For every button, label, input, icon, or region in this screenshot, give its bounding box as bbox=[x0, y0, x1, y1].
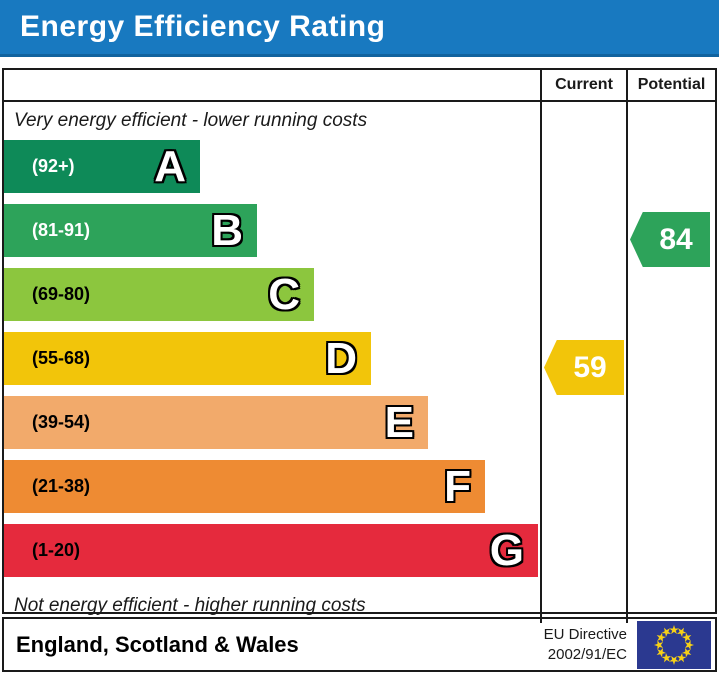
band-e-letter: E bbox=[384, 397, 414, 447]
band-a-bar: (92+) A bbox=[4, 140, 200, 193]
footer-region: England, Scotland & Wales bbox=[16, 631, 299, 657]
footer-bar: England, Scotland & Wales EU Directive 2… bbox=[2, 617, 717, 672]
band-g-range: (1-20) bbox=[32, 540, 81, 560]
band-d: (55-68) D bbox=[4, 332, 540, 385]
current-column: 59 bbox=[540, 102, 626, 623]
eu-directive-line2: 2002/91/EC bbox=[547, 645, 627, 663]
header-potential: Potential bbox=[626, 70, 715, 102]
header-empty-cell bbox=[4, 70, 540, 102]
band-f-bar: (21-38) F bbox=[4, 460, 485, 513]
page-title: Energy Efficiency Rating bbox=[20, 10, 386, 43]
band-e: (39-54) E bbox=[4, 396, 540, 449]
band-b-letter: B bbox=[211, 205, 243, 255]
potential-column: 84 bbox=[626, 102, 715, 623]
caption-bottom: Not energy efficient - higher running co… bbox=[14, 594, 366, 616]
band-e-range: (39-54) bbox=[32, 412, 91, 432]
eu-directive-line1: EU Directive bbox=[543, 626, 627, 643]
band-g: (1-20) G bbox=[4, 524, 540, 577]
band-c-letter: C bbox=[268, 269, 300, 319]
band-b: (81-91) B bbox=[4, 204, 540, 257]
potential-indicator: 84 bbox=[630, 212, 710, 267]
band-c: (69-80) C bbox=[4, 268, 540, 321]
bands-area: Very energy efficient - lower running co… bbox=[4, 102, 540, 623]
band-b-bar: (81-91) B bbox=[4, 204, 257, 257]
band-a: (92+) A bbox=[4, 140, 540, 193]
header-current: Current bbox=[540, 70, 626, 102]
eu-flag-icon bbox=[637, 620, 711, 669]
band-d-range: (55-68) bbox=[32, 348, 91, 368]
band-a-range: (92+) bbox=[32, 156, 75, 176]
band-g-letter: G bbox=[489, 525, 524, 575]
current-indicator: 59 bbox=[544, 340, 624, 395]
band-g-bar: (1-20) G bbox=[4, 524, 538, 577]
band-a-letter: A bbox=[154, 141, 186, 191]
caption-top: Very energy efficient - lower running co… bbox=[14, 110, 368, 131]
epc-rating-table: Current Potential Very energy efficient … bbox=[2, 68, 717, 623]
title-bar: Energy Efficiency Rating bbox=[0, 0, 719, 57]
band-f-range: (21-38) bbox=[32, 476, 91, 496]
band-f: (21-38) F bbox=[4, 460, 540, 513]
band-c-bar: (69-80) C bbox=[4, 268, 314, 321]
band-d-letter: D bbox=[325, 333, 357, 383]
band-b-range: (81-91) bbox=[32, 220, 91, 240]
band-c-range: (69-80) bbox=[32, 284, 91, 304]
band-d-bar: (55-68) D bbox=[4, 332, 371, 385]
band-e-bar: (39-54) E bbox=[4, 396, 428, 449]
band-f-letter: F bbox=[444, 461, 471, 511]
eu-directive-label: EU Directive 2002/91/EC bbox=[544, 625, 627, 664]
